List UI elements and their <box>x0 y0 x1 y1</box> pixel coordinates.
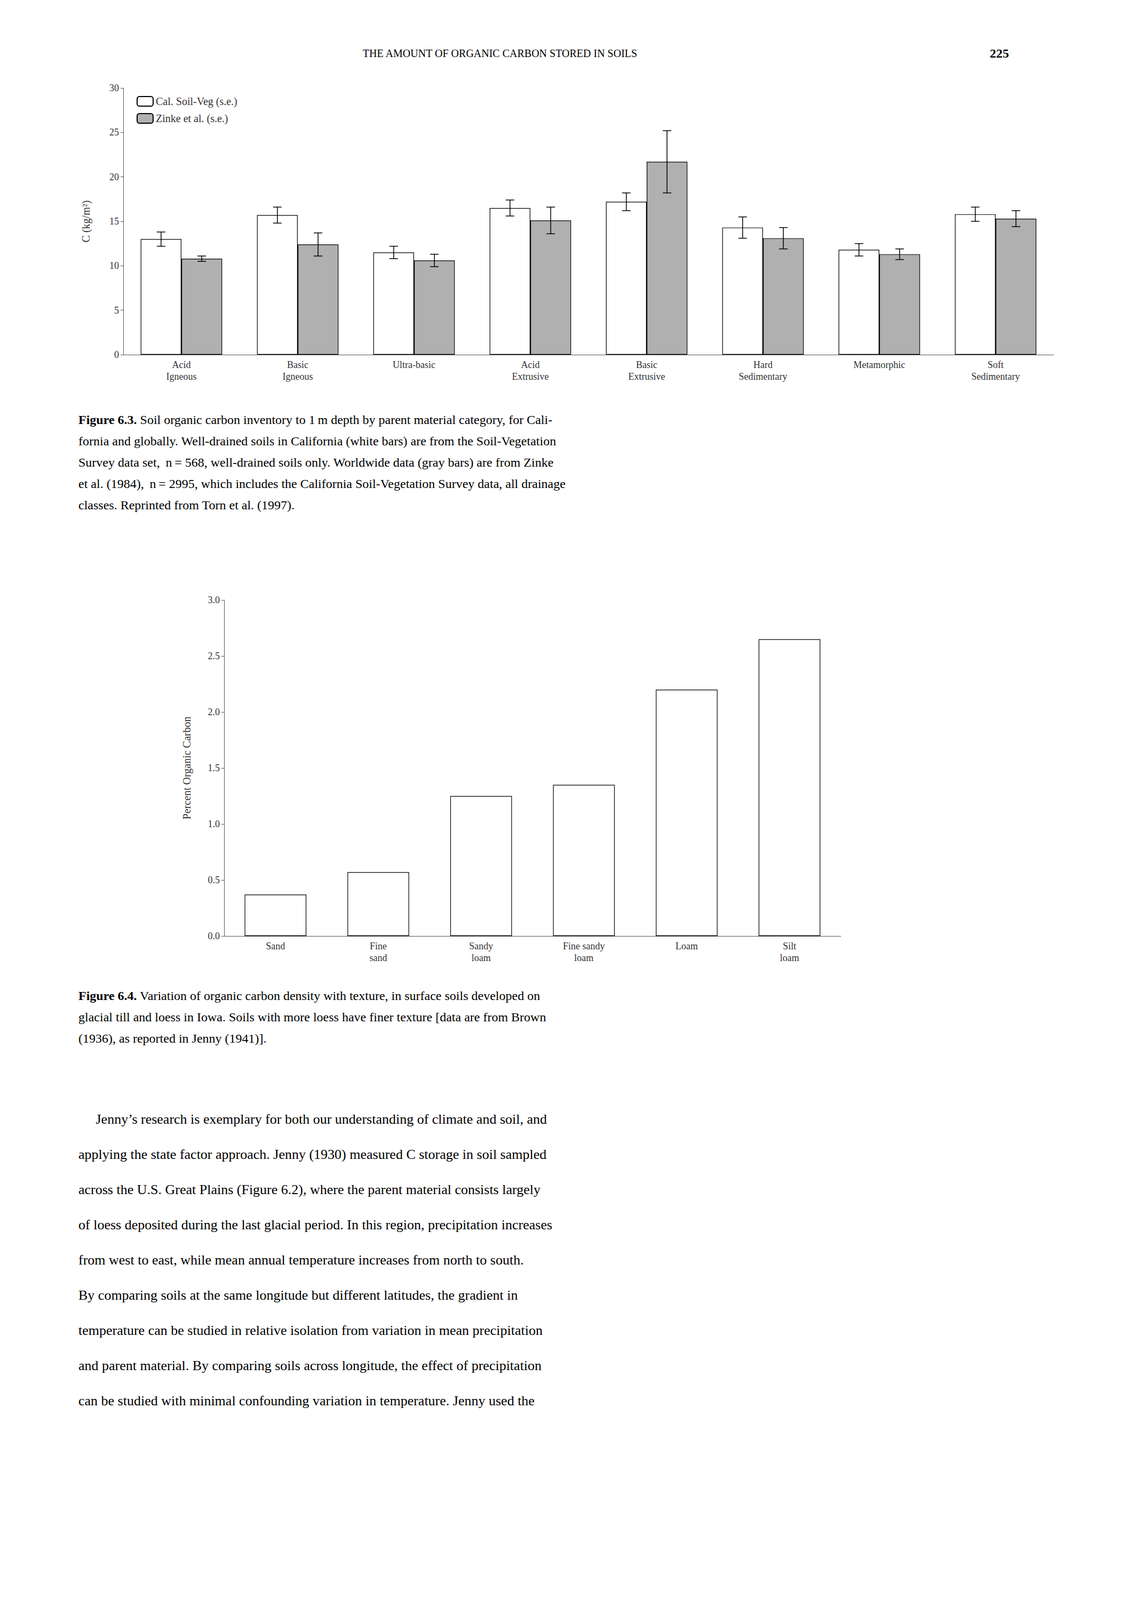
svg-text:from west to east, while mean: from west to east, while mean annual tem… <box>78 1252 524 1269</box>
svg-text:Variation of organic carbon de: Variation of organic carbon density with… <box>137 989 541 1004</box>
svg-text:glacial till and loess in Iowa: glacial till and loess in Iowa. Soils wi… <box>78 1010 546 1025</box>
svg-text:Percent Organic Carbon: Percent Organic Carbon <box>180 717 194 821</box>
svg-text:Survey data set, n = 568, wel: Survey data set, n = 568, well-drained s… <box>78 455 554 470</box>
svg-text:Basic: Basic <box>635 359 658 371</box>
svg-text:Basic: Basic <box>287 359 309 371</box>
svg-text:2.5: 2.5 <box>208 650 221 662</box>
svg-text:0.0: 0.0 <box>208 931 221 942</box>
svg-text:Sedimentary: Sedimentary <box>738 371 788 383</box>
svg-text:loam: loam <box>780 952 800 964</box>
svg-text:Sandy: Sandy <box>468 941 494 952</box>
svg-text:Sand: Sand <box>265 941 285 952</box>
svg-text:classes. Reprinted from Torn e: classes. Reprinted from Torn et al. (199… <box>78 498 295 513</box>
svg-text:sand: sand <box>369 952 388 964</box>
svg-text:Igneous: Igneous <box>166 371 197 383</box>
svg-text:1.0: 1.0 <box>208 819 221 830</box>
svg-text:temperature can be studied in: temperature can be studied in relative i… <box>78 1323 543 1339</box>
svg-text:loam: loam <box>574 952 594 964</box>
svg-text:loam: loam <box>471 952 491 964</box>
svg-text:Soft: Soft <box>987 359 1004 371</box>
svg-text:Metamorphic: Metamorphic <box>853 359 906 371</box>
svg-text:By comparing soils at the same: By comparing soils at the same longitude… <box>78 1288 518 1304</box>
svg-text:of loess deposited during the: of loess deposited during the last glaci… <box>78 1217 553 1234</box>
svg-text:applying the state factor appr: applying the state factor approach. Jenn… <box>78 1147 547 1163</box>
svg-text:Zinke et al. (s.e.): Zinke et al. (s.e.) <box>155 112 229 125</box>
svg-text:0.5: 0.5 <box>208 875 221 886</box>
svg-text:Figure 6.4.: Figure 6.4. <box>78 989 138 1004</box>
svg-text:20: 20 <box>109 171 119 183</box>
svg-text:Extrusive: Extrusive <box>628 371 666 383</box>
svg-text:Silt: Silt <box>782 941 797 952</box>
svg-text:C (kg/m²): C (kg/m²) <box>80 200 93 243</box>
svg-text:Jenny’s research is exemplary: Jenny’s research is exemplary for both o… <box>78 1111 547 1128</box>
svg-text:Hard: Hard <box>753 359 773 371</box>
svg-text:and parent material. By compar: and parent material. By comparing soils … <box>78 1358 542 1374</box>
svg-text:2.0: 2.0 <box>208 706 221 718</box>
svg-text:Fine sandy: Fine sandy <box>562 941 606 952</box>
svg-text:225: 225 <box>989 46 1009 61</box>
svg-text:10: 10 <box>109 260 119 272</box>
svg-text:Igneous: Igneous <box>282 371 314 383</box>
svg-text:25: 25 <box>109 126 119 138</box>
svg-text:(1936), as reported in Jenny (: (1936), as reported in Jenny (1941)]. <box>78 1031 267 1046</box>
svg-text:Ultra-basic: Ultra-basic <box>392 359 436 371</box>
svg-text:1.5: 1.5 <box>208 762 221 774</box>
svg-text:Fine: Fine <box>369 941 387 952</box>
svg-text:Figure 6.3.: Figure 6.3. <box>78 412 138 427</box>
svg-text:0: 0 <box>114 349 119 361</box>
svg-text:Loam: Loam <box>675 941 698 952</box>
svg-text:across the U.S. Great Plains (: across the U.S. Great Plains (Figure 6.2… <box>78 1182 541 1198</box>
svg-text:Soil organic carbon inventory: Soil organic carbon inventory to 1 m dep… <box>137 412 553 427</box>
svg-text:Sedimentary: Sedimentary <box>971 371 1021 383</box>
svg-text:et al. (1984), n = 2995, whic: et al. (1984), n = 2995, which includes … <box>78 476 566 491</box>
svg-text:THE AMOUNT OF ORGANIC CARBON S: THE AMOUNT OF ORGANIC CARBON STORED IN S… <box>362 47 638 60</box>
svg-text:Cal. Soil-Veg (s.e.): Cal. Soil-Veg (s.e.) <box>155 95 238 108</box>
svg-text:fornia and globally. Well-drai: fornia and globally. Well-drained soils … <box>78 434 556 449</box>
svg-text:Extrusive: Extrusive <box>512 371 550 383</box>
svg-text:30: 30 <box>109 82 119 94</box>
svg-text:15: 15 <box>109 216 119 227</box>
svg-text:Acid: Acid <box>172 359 192 371</box>
svg-text:5: 5 <box>114 305 119 316</box>
svg-text:3.0: 3.0 <box>208 594 221 606</box>
svg-text:Acid: Acid <box>521 359 540 371</box>
svg-text:can be studied with minimal co: can be studied with minimal confounding … <box>78 1393 535 1410</box>
